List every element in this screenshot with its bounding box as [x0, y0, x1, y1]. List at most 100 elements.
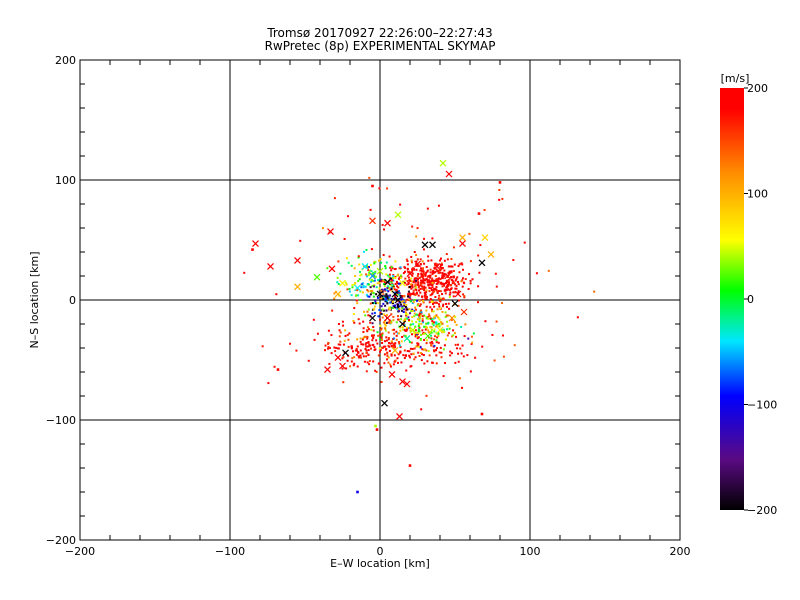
cloud-point: [373, 302, 376, 305]
cloud-point: [376, 331, 379, 334]
cloud-point: [383, 285, 386, 288]
scatter-point: [376, 267, 384, 275]
cloud-point: [357, 279, 360, 282]
cloud-point: [417, 336, 420, 339]
cloud-point: [366, 326, 369, 329]
cloud-point: [400, 296, 403, 299]
cloud-point: [442, 273, 445, 276]
cloud-point: [451, 265, 454, 268]
cloud-point: [404, 313, 407, 316]
cloud-point: [380, 278, 383, 281]
cloud-point: [399, 344, 402, 347]
cloud-point: [421, 319, 424, 322]
cloud-point: [366, 289, 369, 292]
cloud-point: [354, 274, 357, 277]
scatter-point: [384, 314, 391, 322]
cloud-point: [469, 260, 472, 263]
cloud-point: [324, 344, 327, 347]
cloud-point: [433, 305, 436, 308]
cloud-point: [372, 343, 375, 346]
cloud-point: [365, 349, 368, 352]
cloud-point: [409, 297, 412, 300]
cloud-point: [337, 347, 340, 350]
scatter-point: [339, 279, 346, 287]
cloud-point: [441, 293, 444, 296]
cloud-point: [429, 317, 432, 320]
cloud-point: [413, 278, 416, 281]
cloud-point: [357, 294, 360, 297]
cloud-point: [435, 332, 438, 335]
cloud-point: [374, 275, 377, 278]
cloud-point: [422, 278, 425, 281]
cloud-point: [421, 353, 424, 356]
cloud-point: [423, 348, 426, 351]
scatter-point: [498, 181, 502, 184]
scatter-point: [339, 362, 346, 370]
cloud-point: [379, 258, 382, 261]
cloud-point: [367, 349, 370, 352]
cloud-point: [436, 263, 439, 266]
cloud-point: [381, 346, 384, 349]
cloud-point: [445, 286, 448, 289]
cloud-point: [408, 350, 411, 353]
cloud-point: [362, 265, 365, 268]
cloud-point: [378, 281, 381, 284]
cloud-point: [418, 276, 421, 279]
cloud-point: [450, 257, 453, 260]
cloud-point: [411, 268, 414, 271]
cloud-point: [448, 327, 451, 330]
scatter-point: [406, 270, 414, 278]
cloud-point: [442, 298, 445, 301]
cloud-point: [419, 339, 422, 342]
cloud-point: [333, 297, 336, 300]
cloud-point: [413, 280, 416, 283]
cloud-point: [435, 325, 438, 328]
cloud-point: [361, 291, 364, 294]
cloud-point: [395, 330, 398, 333]
cloud-point: [427, 371, 430, 374]
cloud-point: [379, 311, 382, 314]
cloud-point: [379, 324, 382, 327]
cloud-point: [295, 349, 298, 352]
cloud-point: [440, 321, 443, 324]
cloud-point: [390, 286, 393, 289]
cloud-point: [495, 320, 498, 323]
cloud-point: [417, 314, 420, 317]
cloud-point: [423, 287, 426, 290]
cloud-point: [429, 271, 432, 274]
cloud-point: [442, 303, 445, 306]
cloud-point: [434, 279, 437, 282]
cloud-point: [338, 329, 341, 332]
y-axis-label: N–S location [km]: [28, 251, 41, 348]
cloud-point: [408, 319, 411, 322]
cloud-point: [267, 382, 270, 385]
cloud-point: [406, 326, 409, 329]
cloud-point: [425, 322, 428, 325]
cloud-point: [415, 260, 418, 263]
cloud-point: [389, 301, 392, 304]
cloud-point: [422, 267, 425, 270]
cloud-point: [365, 370, 368, 373]
cloud-point: [433, 330, 436, 333]
cloud-point: [479, 244, 482, 247]
cloud-point: [341, 320, 344, 323]
cloud-point: [416, 342, 419, 345]
cloud-point: [409, 312, 412, 315]
cloud-point: [427, 259, 430, 262]
cloud-point: [359, 356, 362, 359]
cloud-point: [417, 289, 420, 292]
cloud-point: [419, 314, 422, 317]
cloud-point: [438, 351, 441, 354]
cloud-point: [388, 273, 391, 276]
cloud-point: [355, 349, 358, 352]
cloud-point: [396, 293, 399, 296]
scatter-point: [459, 234, 466, 242]
cloud-point: [403, 357, 406, 360]
cloud-point: [350, 360, 353, 363]
cloud-point: [405, 308, 408, 311]
colorbar-tick-label: −200: [747, 504, 777, 517]
cloud-point: [379, 295, 382, 298]
cloud-point: [432, 324, 435, 327]
cloud-point: [392, 346, 395, 349]
cloud-point: [423, 285, 426, 288]
